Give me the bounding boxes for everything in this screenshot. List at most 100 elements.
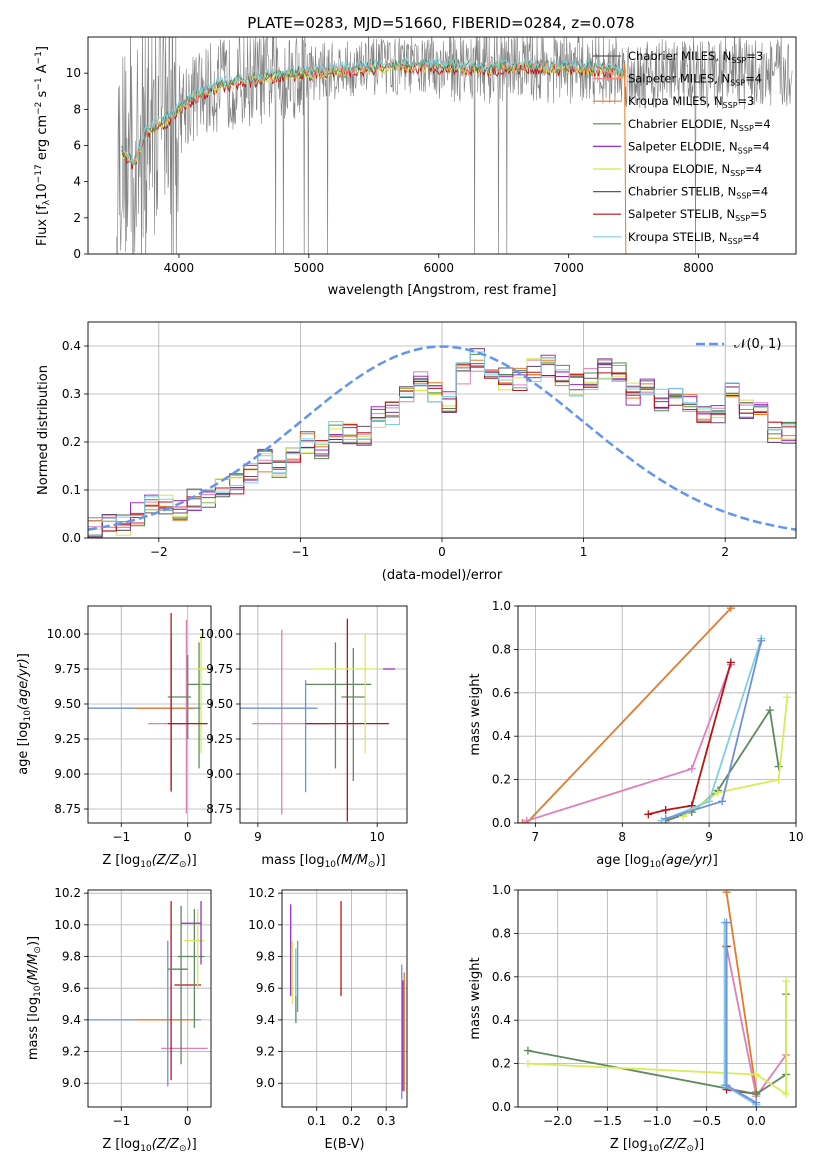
agey-close-2: ]: [16, 653, 31, 658]
residuals-xtick-label-0: −2: [150, 545, 168, 559]
spectrum-legend-label-0: Chabrier MILES, NSSP=3: [628, 49, 763, 65]
spectrum-ylabel-rest: 10: [35, 183, 50, 200]
weight_vs_age-xtick-label-3: 10: [788, 830, 803, 844]
weight_vs_Z-marker-6-1: [722, 1081, 731, 1090]
weight_vs_age-ytick-label-4: 0.8: [492, 642, 511, 656]
weight_vs_age-marker-1-0: [522, 816, 531, 823]
age_vs_Z-xtick-label-0: −1: [112, 830, 130, 844]
weight_vs_Z-panel: −2.0 −1.5 −1.0 −0.5 0.0 0.0 0.2 0.4 0.6 0.8 1.0 Z […: [468, 883, 797, 1154]
spectrum-legend-n-8: 4: [752, 230, 759, 244]
spectrum-ytick-label-1: 2: [73, 211, 81, 225]
weight_vs_Z-marker-4-0: [523, 1059, 532, 1068]
plainx-6: E(B-V): [324, 1137, 364, 1152]
spectrum-legend-sub-3: SSP: [739, 124, 754, 133]
agey-frac-2: (age/yr): [16, 658, 31, 710]
spectrum-ylabel-exp4: −1: [34, 51, 44, 64]
mass_vs_EBV-xtick-label-0: 0.1: [307, 1114, 326, 1128]
masslabel-main-3: mass [log: [261, 853, 324, 868]
residuals-gaussian-curve: [88, 345, 796, 531]
spectrum-ylabel-close: ]: [35, 46, 50, 51]
weight_vs_age-marker-2-1: [661, 805, 670, 814]
spectrum-legend-text-3: Chabrier ELODIE, N: [628, 117, 739, 131]
residuals-ytick-label-2: 0.2: [62, 435, 81, 449]
residuals-xtick-label-1: −1: [292, 545, 310, 559]
spectrum-xtick-label-4: 8000: [683, 261, 714, 275]
weight_vs_age-marker-0-0: [518, 819, 527, 823]
spectrum-legend-text-8: Kroupa STELIB, N: [628, 230, 728, 244]
age_vs_Z-ytick-label-5: 10.00: [47, 627, 81, 641]
mass_vs_Z-ytick-label-0: 9.0: [62, 1076, 81, 1090]
zlabel-main-7: Z [log: [610, 1137, 648, 1152]
zlabel-sub-2: 10: [140, 860, 152, 870]
mass_vs_EBV-xlabel: E(B-V): [324, 1137, 364, 1152]
weight_vs_Z-ytick-label-4: 0.8: [492, 926, 511, 940]
residuals-hist-kroupa_stelib: [88, 351, 796, 538]
weight_vs_Z-xlabel: Z [log10(Z/Z⊙)]: [610, 1137, 704, 1154]
age_vs_mass-xtick-label-1: 10: [370, 830, 385, 844]
age_vs_Z-plot-area: [88, 613, 211, 814]
weight_vs_Z-series-0: [725, 892, 758, 1092]
massy-sub-5: 10: [33, 985, 43, 997]
spectrum-legend-n-7: 5: [760, 207, 767, 221]
spectrum-legend-text-2: Kroupa MILES, N: [628, 94, 723, 108]
age_vs_mass-frame: [239, 605, 408, 824]
mass_vs_Z-ytick-label-6: 10.2: [54, 886, 81, 900]
spectrum-legend-eq-2: =: [738, 94, 748, 108]
weight_vs_age-marker-6-2: [757, 636, 766, 645]
age_vs_Z-ytick-label-0: 8.75: [54, 802, 81, 816]
spectrum-ytick-label-0: 0: [73, 247, 81, 261]
mass_vs_EBV-ytick-label-1: 9.2: [256, 1045, 275, 1059]
spectrum-legend-n-1: 4: [755, 72, 762, 86]
spectrum-legend-text-5: Kroupa ELODIE, N: [628, 162, 730, 176]
mass_vs_EBV-frame: [281, 889, 408, 1108]
weight_vs_Z-marker-6-2: [752, 1098, 761, 1107]
residuals-ytick-label-4: 0.4: [62, 339, 81, 353]
residuals-xtick-label-4: 2: [721, 545, 729, 559]
spectrum-legend-n-4: 4: [762, 139, 769, 153]
spectrum-plot-area: [116, 37, 793, 254]
weight_vs_age-xlabel: age [log10(age/yr)]: [596, 853, 718, 870]
residuals-panel: −2 −1 0 1 2 0.0 0.1 0.2 0.3 0.4 𝒩(0, 1) (data-model…: [36, 321, 797, 583]
weight_vs_age-ytick-label-2: 0.4: [492, 729, 511, 743]
weight_vs_Z-plot-area: [523, 890, 791, 1107]
spectrum-model-salpeter_stelib: [121, 63, 627, 170]
zlabel-frac-5: (Z/Z: [152, 1137, 180, 1152]
spectrum-ylabel-s: s: [35, 90, 50, 101]
masslabel-sub-3: 10: [325, 860, 337, 870]
weight_vs_age-marker-0-2: [726, 606, 735, 613]
mass_vs_Z-panel: −1 09.09.29.49.69.810.010.2Z [log10(Z/Z⊙)…: [26, 886, 212, 1154]
weight_vs_Z-marker-4-3: [782, 977, 791, 986]
spectrum-legend-label-7: Salpeter STELIB, NSSP=5: [628, 207, 767, 223]
spectrum-legend-n-2: 3: [747, 94, 754, 108]
weight_vs_age-series-0: [522, 607, 732, 823]
weight_vs_age-frame: [517, 605, 797, 824]
mass_vs_EBV-ytick-label-0: 9.0: [256, 1076, 275, 1090]
residuals-xtick-label-2: 0: [438, 545, 446, 559]
agex-close-4: ]: [713, 853, 718, 868]
spectrum-legend-sub-0: SSP: [731, 56, 746, 65]
residuals-legend-label: 𝒩(0, 1): [734, 337, 781, 352]
residuals-xlabel: (data-model)/error: [382, 568, 503, 583]
spectrum-legend-eq-0: =: [746, 49, 756, 63]
residuals-ylabel: Normed distribution: [36, 365, 51, 495]
residuals-ytick-label-0: 0.0: [62, 531, 81, 545]
spectrum-legend-n-6: 4: [761, 185, 768, 199]
spectrum-legend-sub-2: SSP: [723, 101, 738, 110]
zlabel-close-2: )]: [187, 853, 197, 868]
mass_vs_Z-ytick-label-3: 9.6: [62, 981, 81, 995]
spectrum-legend-label-3: Chabrier ELODIE, NSSP=4: [628, 117, 771, 133]
spectrum-legend-label-1: Salpeter MILES, NSSP=4: [628, 72, 762, 88]
weight_vs_Z-marker-4-2: [782, 1089, 791, 1098]
mass_vs_Z-ylabel: mass [log10(M/M⊙)]: [26, 936, 43, 1060]
weight_vs_Z-frame: [517, 889, 797, 1108]
agex-main-4: age [log: [596, 853, 649, 868]
spectrum-legend-sub-8: SSP: [728, 237, 743, 246]
weight_vs_Z-ytick-label-3: 0.6: [492, 970, 511, 984]
age_vs_Z-ylabel: age [log10(age/yr)]: [16, 653, 33, 775]
spectrum-ytick-label-4: 8: [73, 102, 81, 116]
mass_vs_EBV-panel: 0.1 0.2 0.3 9.0 9.2 9.4 9.6 9.8 10.0 10.2 E(B-V): [248, 886, 408, 1152]
zlabel-frac-2: (Z/Z: [152, 853, 180, 868]
weight_vs_age-ytick-label-1: 0.2: [492, 773, 511, 787]
